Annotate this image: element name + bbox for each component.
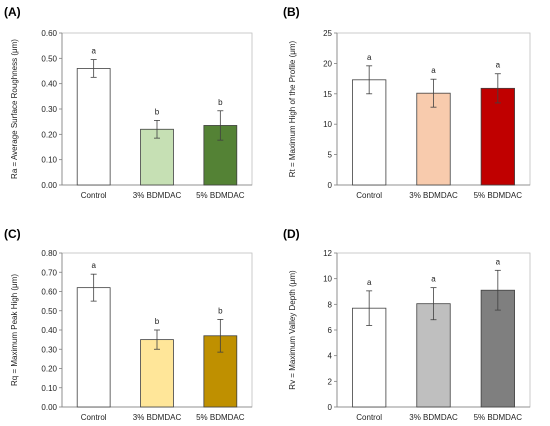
bar [141, 340, 174, 407]
y-tick-label: 0 [328, 403, 333, 412]
chart-panel-2: (B) 0 5 10 15 20 25 Rt = Maximum High of the Pr… [283, 5, 530, 200]
y-tick-label: 0.00 [41, 403, 57, 412]
y-axis-title: Rq = Maximum Peak High (μm) [10, 274, 19, 386]
y-tick-label: 25 [323, 29, 332, 38]
panel-label: (D) [283, 227, 300, 241]
y-tick-label: 0.60 [41, 29, 57, 38]
panel-label: (A) [4, 5, 21, 19]
y-tick-label: 15 [323, 90, 332, 99]
y-tick-label: 8 [328, 300, 333, 309]
x-tick-label: 3% BDMDAC [409, 191, 458, 200]
y-tick-label: 0 [328, 181, 333, 190]
y-tick-label: 0.60 [41, 288, 57, 297]
y-tick-label: 10 [323, 120, 332, 129]
y-tick-label: 10 [323, 275, 332, 284]
significance-label: b [155, 317, 160, 326]
y-tick-label: 5 [328, 151, 333, 160]
y-tick-label: 0.70 [41, 268, 57, 277]
x-tick-label: Control [356, 191, 382, 200]
y-tick-label: 0.10 [41, 384, 57, 393]
y-tick-label: 0.20 [41, 365, 57, 374]
y-axis-title: Rt = Maximum High of the Profile (μm) [288, 40, 297, 177]
x-tick-label: 5% BDMDAC [196, 191, 245, 200]
significance-label: a [367, 278, 372, 287]
y-tick-label: 0.40 [41, 80, 57, 89]
x-tick-label: Control [81, 413, 107, 422]
y-tick-label: 12 [323, 249, 332, 258]
significance-label: b [218, 98, 223, 107]
y-tick-label: 0.50 [41, 54, 57, 63]
significance-label: a [431, 275, 436, 284]
significance-label: b [155, 107, 160, 116]
y-tick-label: 0.20 [41, 130, 57, 139]
x-tick-label: 3% BDMDAC [133, 413, 182, 422]
x-tick-label: Control [356, 413, 382, 422]
chart-panel-3: (C) 0.00 0.10 0.20 0.30 0.40 0.50 0.60 0.70 0.80 R… [4, 227, 252, 422]
x-tick-label: 3% BDMDAC [133, 191, 182, 200]
chart-panel-1: (A) 0.00 0.10 0.20 0.30 0.40 0.50 0.60 Ra = Aver… [4, 5, 252, 200]
y-tick-label: 0.80 [41, 249, 57, 258]
x-tick-label: 5% BDMDAC [474, 191, 523, 200]
panel-label: (C) [4, 227, 21, 241]
significance-label: a [496, 257, 501, 266]
y-tick-label: 0.00 [41, 181, 57, 190]
y-tick-label: 0.10 [41, 156, 57, 165]
y-tick-label: 0.50 [41, 307, 57, 316]
significance-label: a [367, 53, 372, 62]
panel-label: (B) [283, 5, 300, 19]
x-tick-label: Control [81, 191, 107, 200]
y-tick-label: 0.30 [41, 345, 57, 354]
significance-label: b [218, 306, 223, 315]
bar [77, 288, 110, 407]
y-tick-label: 20 [323, 59, 332, 68]
bar [352, 80, 385, 185]
y-axis-title: Ra = Average Surface Roughness (μm) [10, 39, 19, 179]
x-tick-label: 5% BDMDAC [196, 413, 245, 422]
x-tick-label: 5% BDMDAC [474, 413, 523, 422]
y-tick-label: 6 [328, 326, 333, 335]
significance-label: a [91, 47, 96, 56]
y-tick-label: 4 [328, 352, 333, 361]
y-tick-label: 2 [328, 377, 333, 386]
y-axis-title: Rv = Maximum Valley Depth (μm) [288, 270, 297, 390]
bar [77, 68, 110, 185]
y-tick-label: 0.30 [41, 105, 57, 114]
y-tick-label: 0.40 [41, 326, 57, 335]
significance-label: a [431, 66, 436, 75]
significance-label: a [91, 261, 96, 270]
chart-panel-4: (D) 0 2 4 6 8 10 12 Rv = Maximum Valley Depth (μ… [283, 227, 530, 422]
significance-label: a [496, 61, 501, 70]
x-tick-label: 3% BDMDAC [409, 413, 458, 422]
